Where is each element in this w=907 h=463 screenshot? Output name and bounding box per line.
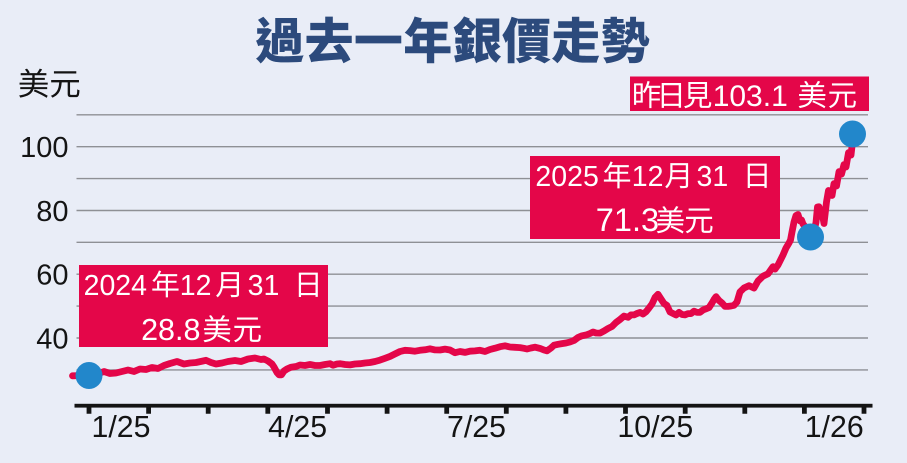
svg-text:12: 12	[180, 270, 212, 302]
svg-text:1/26: 1/26	[805, 411, 864, 444]
svg-text:100: 100	[20, 132, 68, 164]
svg-text:1/25: 1/25	[92, 411, 151, 444]
svg-text:12: 12	[632, 161, 664, 193]
svg-text:40: 40	[36, 323, 68, 355]
svg-text:80: 80	[36, 196, 68, 228]
svg-text:31: 31	[697, 161, 729, 193]
svg-text:28.8: 28.8	[141, 313, 200, 347]
svg-text:2025: 2025	[535, 161, 598, 193]
svg-text:7/25: 7/25	[447, 411, 506, 444]
svg-text:4/25: 4/25	[268, 411, 327, 444]
svg-text:31: 31	[248, 270, 280, 302]
svg-text:71.3: 71.3	[596, 202, 659, 238]
svg-text:10/25: 10/25	[617, 411, 693, 444]
svg-text:2024: 2024	[84, 270, 148, 302]
svg-text:60: 60	[36, 260, 68, 292]
svg-text:103.1: 103.1	[713, 80, 788, 113]
